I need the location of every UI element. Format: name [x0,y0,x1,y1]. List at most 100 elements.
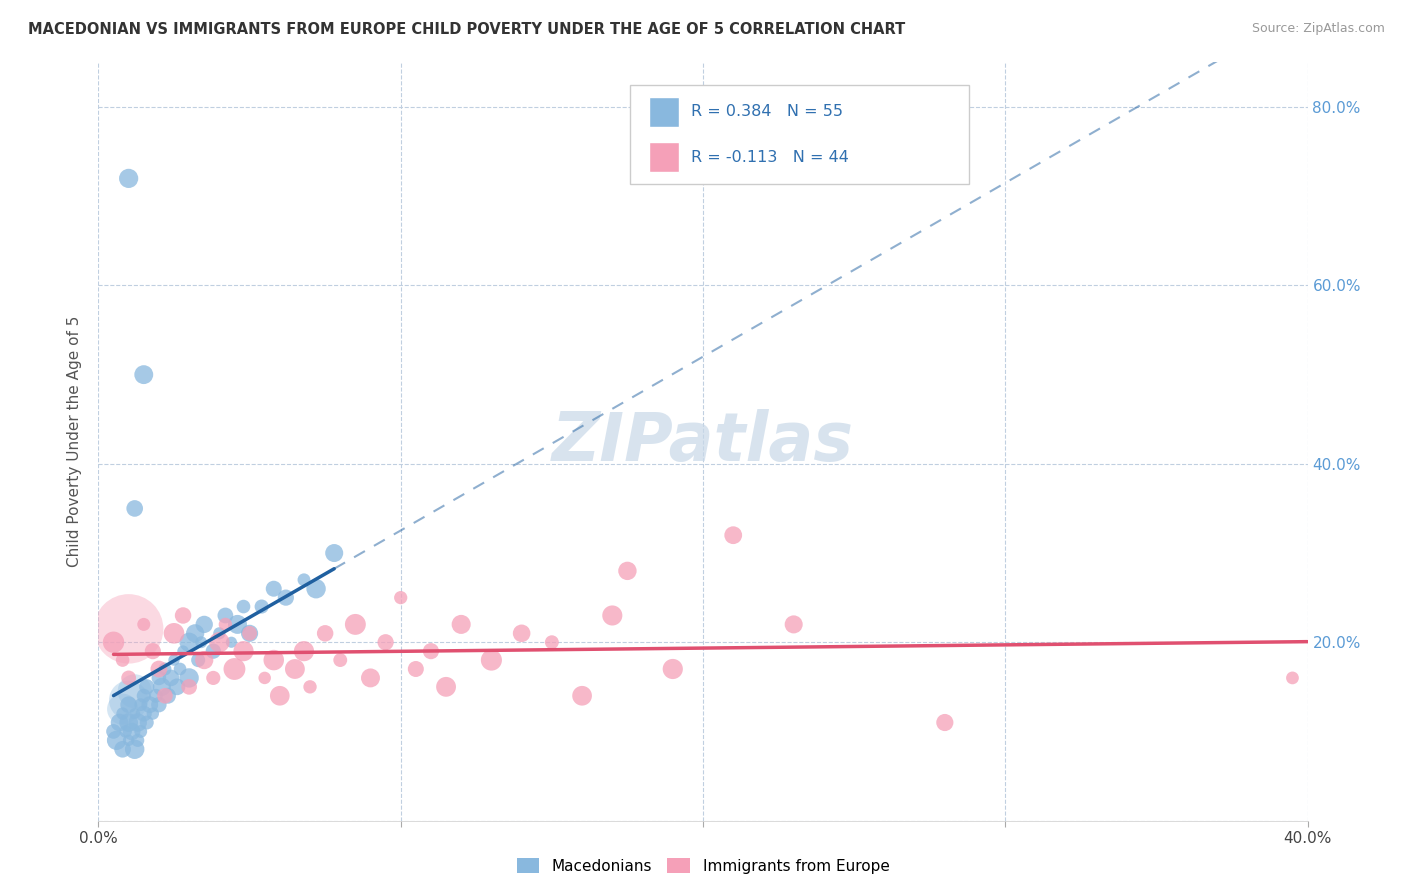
Point [121,724,143,739]
Point [145,689,167,703]
Point [783,617,806,632]
Point [602,608,624,623]
Point [661,662,683,676]
Point [510,626,533,640]
Point [135,680,157,694]
Point [374,635,396,649]
Point [250,599,273,614]
Point [118,171,141,186]
Point [263,582,285,596]
Point [127,733,149,747]
Point [132,706,155,721]
Text: R = 0.384   N = 55: R = 0.384 N = 55 [690,104,844,120]
Point [153,689,176,703]
Point [284,662,307,676]
Point [172,608,194,623]
Text: MACEDONIAN VS IMMIGRANTS FROM EUROPE CHILD POVERTY UNDER THE AGE OF 5 CORRELATIO: MACEDONIAN VS IMMIGRANTS FROM EUROPE CHI… [28,22,905,37]
Point [111,702,134,716]
Point [214,608,236,623]
Point [132,368,155,382]
Point [226,617,249,632]
Point [129,698,152,712]
Point [314,626,336,640]
Point [208,626,231,640]
Point [616,564,638,578]
Text: ZIPatlas: ZIPatlas [553,409,853,475]
Point [127,715,149,730]
Point [232,599,254,614]
Point [124,706,146,721]
Point [111,742,134,756]
Point [105,733,128,747]
Y-axis label: Child Poverty Under the Age of 5: Child Poverty Under the Age of 5 [67,316,83,567]
Point [208,635,231,649]
Point [150,680,173,694]
Point [239,626,262,640]
Point [360,671,382,685]
Point [179,635,201,649]
Point [111,706,134,721]
Point [103,724,125,739]
Point [169,662,191,676]
Point [118,693,141,707]
Text: Source: ZipAtlas.com: Source: ZipAtlas.com [1251,22,1385,36]
Point [232,644,254,658]
Point [148,698,170,712]
Point [142,644,165,658]
Point [193,653,215,667]
Point [132,689,155,703]
Point [103,635,125,649]
Point [571,689,593,703]
Text: R = -0.113   N = 44: R = -0.113 N = 44 [690,150,849,165]
Point [221,635,243,649]
Point [135,715,157,730]
Point [202,671,225,685]
Point [118,733,141,747]
Point [124,501,146,516]
Point [184,626,207,640]
Point [114,724,136,739]
Point [148,662,170,676]
Point [108,715,131,730]
Point [1281,671,1303,685]
Point [118,698,141,712]
Point [329,653,352,667]
Point [292,573,315,587]
Point [190,635,212,649]
Point [540,635,562,649]
Point [153,662,176,676]
Point [111,653,134,667]
Point [420,644,443,658]
Point [179,671,201,685]
Point [139,698,162,712]
Point [214,617,236,632]
Point [269,689,291,703]
Point [344,617,367,632]
Point [450,617,472,632]
Point [124,684,146,698]
Point [239,626,262,640]
Point [132,617,155,632]
Point [405,662,427,676]
Point [163,626,186,640]
Bar [648,142,679,172]
Point [305,582,328,596]
Point [434,680,457,694]
Point [389,591,412,605]
Point [163,653,186,667]
Point [142,706,165,721]
Point [224,662,246,676]
Bar [648,96,679,127]
Point [253,671,276,685]
Point [187,653,209,667]
Point [323,546,346,560]
Legend: Macedonians, Immigrants from Europe: Macedonians, Immigrants from Europe [510,852,896,880]
Point [263,653,285,667]
Point [156,689,179,703]
Point [124,742,146,756]
Point [202,644,225,658]
Point [160,671,183,685]
FancyBboxPatch shape [630,85,969,184]
Point [118,671,141,685]
Point [179,680,201,694]
